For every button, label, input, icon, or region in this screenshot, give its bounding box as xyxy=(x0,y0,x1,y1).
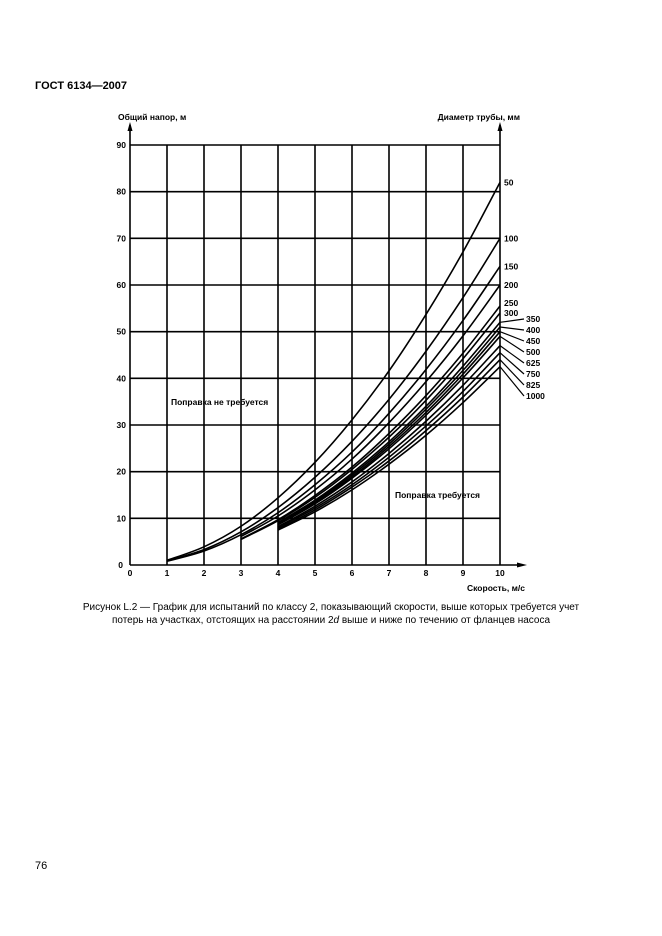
diameter-leader-line xyxy=(499,345,525,364)
curve-500 xyxy=(277,335,501,526)
document-header: ГОСТ 6134—2007 xyxy=(35,80,128,92)
diameter-leader-line xyxy=(499,359,525,386)
labels: 0 1 2 3 4 5 6 7 8 9 100102030405060708090501001502… xyxy=(117,140,546,578)
x-tick-label: 3 xyxy=(239,568,244,578)
x-tick-label: 10 xyxy=(495,568,505,578)
annotation-correction: Поправка требуется xyxy=(395,490,480,500)
curves xyxy=(166,181,501,563)
y-tick-label: 70 xyxy=(117,233,127,243)
diameter-label: 300 xyxy=(504,308,518,318)
y-tick-label: 50 xyxy=(117,327,127,337)
curve-200 xyxy=(240,284,501,538)
diameter-label: 625 xyxy=(526,358,540,368)
x-axis-arrow xyxy=(517,562,527,568)
diameter-label: 250 xyxy=(504,298,518,308)
y-tick-label: 60 xyxy=(117,280,127,290)
x-tick-label: 5 xyxy=(313,568,318,578)
curve-825 xyxy=(277,359,501,530)
y-tick-label: 90 xyxy=(117,140,127,150)
diameter-leader-line xyxy=(499,366,525,397)
figure-caption-line2: потерь на участках, отстоящих на расстоя… xyxy=(0,615,662,626)
curve-750 xyxy=(277,352,501,529)
axes xyxy=(127,122,527,568)
y-tick-label: 40 xyxy=(117,373,127,383)
diameter-leader-line xyxy=(499,326,525,331)
diameter-label: 1000 xyxy=(526,391,545,401)
x-tick-label: 9 xyxy=(461,568,466,578)
y-tick-label: 80 xyxy=(117,187,127,197)
y-tick-label: 30 xyxy=(117,420,127,430)
curve-625 xyxy=(277,345,501,528)
curve-150 xyxy=(166,265,501,563)
diameter-label: 750 xyxy=(526,369,540,379)
diameter-label: 825 xyxy=(526,380,540,390)
x-tick-label: 1 xyxy=(165,568,170,578)
y-tick-label: 20 xyxy=(117,467,127,477)
x-tick-label: 7 xyxy=(387,568,392,578)
y-tick-label: 0 xyxy=(118,560,123,570)
y2-axis-label: Диаметр трубы, мм xyxy=(438,112,520,122)
diameter-leader-line xyxy=(499,352,525,375)
diameter-leader-line xyxy=(499,318,525,323)
curve-450 xyxy=(277,331,501,525)
diameter-label: 400 xyxy=(526,325,540,335)
curve-100 xyxy=(166,237,501,562)
figure-caption-line1: Рисунок L.2 — График для испытаний по кл… xyxy=(82,602,580,613)
x-axis-label: Скорость, м/с xyxy=(467,583,525,593)
diameter-label: 450 xyxy=(526,336,540,346)
curve-250 xyxy=(240,305,501,540)
diameter-label: 150 xyxy=(504,261,518,271)
curve-400 xyxy=(277,326,501,525)
x-tick-label: 2 xyxy=(202,568,207,578)
diameter-label: 100 xyxy=(504,233,518,243)
curve-300 xyxy=(240,312,501,541)
diameter-label: 350 xyxy=(526,314,540,324)
diameter-label: 200 xyxy=(504,280,518,290)
x-tick-label: 4 xyxy=(276,568,281,578)
diameter-leader-line xyxy=(499,335,525,353)
x-tick-label: 0 xyxy=(128,568,133,578)
page-number: 76 xyxy=(35,860,48,872)
diameter-leader-line xyxy=(499,331,525,342)
x-tick-label: 6 xyxy=(350,568,355,578)
diameter-label: 500 xyxy=(526,347,540,357)
caption-italic: d xyxy=(333,615,340,626)
y-axis-label: Общий напор, м xyxy=(118,112,186,122)
x-tick-label: 8 xyxy=(424,568,429,578)
curve-1000 xyxy=(277,366,501,531)
annotation-no-correction: Поправка не требуется xyxy=(171,397,268,407)
y2-axis-arrow xyxy=(497,122,503,131)
caption-text: выше и ниже по течению от фланцев насоса xyxy=(339,615,551,626)
diameter-label: 50 xyxy=(504,177,514,187)
y-tick-label: 10 xyxy=(117,513,127,523)
y-axis-arrow xyxy=(127,122,133,131)
caption-text: потерь на участках, отстоящих на расстоя… xyxy=(111,615,334,626)
curve-50 xyxy=(166,181,501,562)
